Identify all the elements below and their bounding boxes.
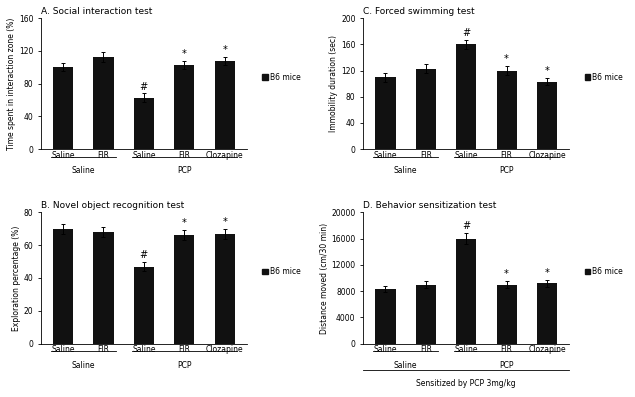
Text: D. Behavior sensitization test: D. Behavior sensitization test xyxy=(363,201,497,210)
Text: *: * xyxy=(545,268,549,278)
Text: *: * xyxy=(182,218,187,229)
Bar xyxy=(53,67,73,149)
Text: #: # xyxy=(462,222,471,231)
Bar xyxy=(134,98,154,149)
Bar xyxy=(497,71,517,149)
Text: #: # xyxy=(462,28,471,38)
Bar xyxy=(93,57,114,149)
Text: *: * xyxy=(222,217,227,227)
Text: Saline: Saline xyxy=(72,166,95,175)
Bar xyxy=(456,44,476,149)
Bar xyxy=(174,235,194,343)
Text: A. Social interaction test: A. Social interaction test xyxy=(41,7,152,16)
Bar xyxy=(416,69,436,149)
Y-axis label: Exploration percentage (%): Exploration percentage (%) xyxy=(11,225,21,331)
Legend: B6 mice: B6 mice xyxy=(585,267,623,276)
Bar xyxy=(456,239,476,343)
Text: Sensitized by PCP 3mg/kg: Sensitized by PCP 3mg/kg xyxy=(417,379,516,388)
Text: PCP: PCP xyxy=(177,360,192,370)
Bar xyxy=(215,61,235,149)
Text: #: # xyxy=(140,250,148,260)
Bar xyxy=(215,234,235,343)
Bar xyxy=(93,232,114,343)
Text: *: * xyxy=(504,54,509,64)
Legend: B6 mice: B6 mice xyxy=(262,73,301,82)
Text: Saline: Saline xyxy=(394,360,417,370)
Bar xyxy=(174,65,194,149)
Text: *: * xyxy=(182,49,187,59)
Bar xyxy=(375,289,396,343)
Bar xyxy=(537,82,557,149)
Legend: B6 mice: B6 mice xyxy=(262,267,301,276)
Text: *: * xyxy=(222,44,227,55)
Text: PCP: PCP xyxy=(499,166,514,175)
Y-axis label: Immobility duration (sec): Immobility duration (sec) xyxy=(330,35,338,132)
Y-axis label: Distance moved (cm/30 min): Distance moved (cm/30 min) xyxy=(319,222,328,333)
Text: PCP: PCP xyxy=(499,360,514,370)
Text: C. Forced swimming test: C. Forced swimming test xyxy=(363,7,475,16)
Bar xyxy=(416,285,436,343)
Text: #: # xyxy=(140,81,148,92)
Legend: B6 mice: B6 mice xyxy=(585,73,623,82)
Text: B. Novel object recognition test: B. Novel object recognition test xyxy=(41,201,184,210)
Bar xyxy=(537,283,557,343)
Text: PCP: PCP xyxy=(177,166,192,175)
Text: Saline: Saline xyxy=(72,360,95,370)
Bar xyxy=(375,77,396,149)
Text: *: * xyxy=(545,66,549,77)
Bar xyxy=(497,285,517,343)
Bar xyxy=(53,229,73,343)
Text: *: * xyxy=(504,269,509,279)
Y-axis label: Time spent in interaction zone (%): Time spent in interaction zone (%) xyxy=(7,17,16,150)
Text: Saline: Saline xyxy=(394,166,417,175)
Bar xyxy=(134,266,154,343)
